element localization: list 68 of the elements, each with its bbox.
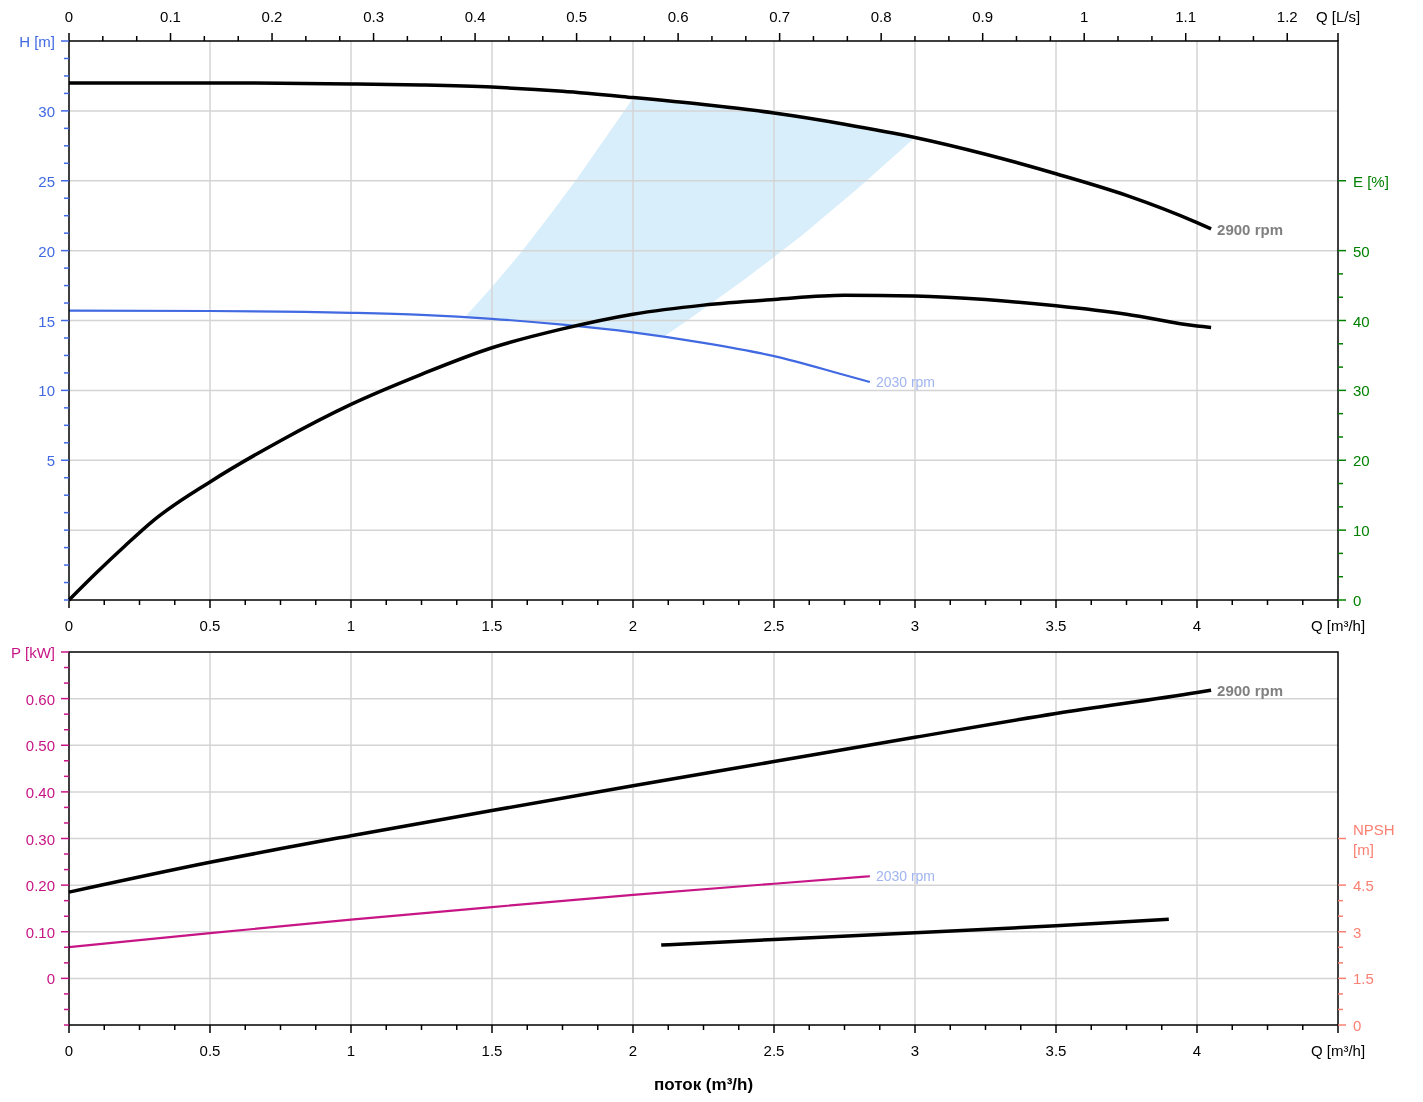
y-tick-label: 0.20 <box>25 876 55 894</box>
x-tick-label: 2.5 <box>763 616 785 634</box>
y-tick-label: 0.40 <box>25 783 55 801</box>
x2-tick-label: 0.2 <box>261 7 283 25</box>
y2-tick-label: 0 <box>1353 1016 1362 1034</box>
y-tick-label: 10 <box>38 381 55 399</box>
y-tick-label: 0.50 <box>25 736 55 754</box>
x-tick-label: 0.5 <box>199 1041 221 1059</box>
x-tick-label: 1.5 <box>481 1041 503 1059</box>
y2-tick-label: 3 <box>1353 923 1362 941</box>
line-series <box>67 309 871 384</box>
y-axis-title: H [m] <box>19 32 55 50</box>
y-axis-title: P [kW] <box>11 643 55 661</box>
y2-tick-label: 20 <box>1353 451 1370 469</box>
line-series <box>659 917 1171 947</box>
y2-axis-title: E [%] <box>1353 172 1389 190</box>
x2-tick-label: 0 <box>64 7 74 25</box>
y2-tick-label: 1.5 <box>1353 969 1374 987</box>
series-label: 2030 rpm <box>875 868 936 885</box>
x-tick-label: 0.5 <box>199 616 221 634</box>
x2-axis-title: Q [L/s] <box>1315 7 1361 25</box>
x-tick-label: 0 <box>64 616 74 634</box>
series-label: 2900 rpm <box>1217 220 1283 238</box>
x-tick-label: 3 <box>910 616 920 634</box>
y-tick-label: 5 <box>46 451 55 469</box>
x2-tick-label: 1.1 <box>1175 7 1197 25</box>
x2-tick-label: 0.7 <box>769 7 791 25</box>
y2-tick-label: 30 <box>1353 381 1370 399</box>
x-tick-label: 3 <box>910 1041 920 1059</box>
x-tick-label: 4 <box>1192 1041 1202 1059</box>
y-tick-label: 0.60 <box>25 690 55 708</box>
y2-tick-label: 50 <box>1353 242 1370 260</box>
x-tick-label: 1 <box>346 1041 356 1059</box>
series-label: 2030 rpm <box>875 373 936 390</box>
text: поток (m³/h) <box>653 1074 754 1094</box>
x-tick-label: 1.5 <box>481 616 503 634</box>
y2-tick-label: 10 <box>1353 521 1370 539</box>
x-tick-label: 2 <box>628 1041 638 1059</box>
y-tick-label: 0.10 <box>25 923 55 941</box>
x2-tick-label: 0.4 <box>464 7 486 25</box>
y-tick-label: 0 <box>46 969 55 987</box>
x-tick-label: 2.5 <box>763 1041 785 1059</box>
x-axis-title: Q [m³/h] <box>1310 1041 1366 1059</box>
y-tick-label: 15 <box>38 312 55 329</box>
x2-tick-label: 1.2 <box>1276 7 1298 25</box>
y2-tick-label: 4.5 <box>1353 876 1374 894</box>
x2-tick-label: 0.6 <box>667 7 689 25</box>
x2-tick-label: 0.1 <box>160 7 181 25</box>
y-tick-label: 30 <box>38 102 55 120</box>
y2-tick-label: 40 <box>1353 312 1370 329</box>
y2-axis-title: NPSH [m] <box>1353 820 1395 857</box>
x-tick-label: 3.5 <box>1045 1041 1067 1059</box>
x2-tick-label: 0.5 <box>566 7 588 25</box>
y-tick-label: 0.30 <box>25 830 55 847</box>
y-tick-label: 20 <box>38 242 55 260</box>
x2-tick-label: 0.8 <box>870 7 892 25</box>
x2-tick-label: 0.9 <box>972 7 994 25</box>
y-tick-label: 25 <box>38 172 55 190</box>
x-tick-label: 3.5 <box>1045 616 1067 634</box>
x-tick-label: 4 <box>1192 616 1202 634</box>
x-tick-label: 0 <box>64 1041 74 1059</box>
series-label: 2900 rpm <box>1217 681 1283 699</box>
x-tick-label: 1 <box>346 616 356 634</box>
y2-tick-label: 0 <box>1353 591 1362 609</box>
x2-tick-label: 0.3 <box>363 7 384 25</box>
x-axis-title: Q [m³/h] <box>1310 616 1366 634</box>
x-tick-label: 2 <box>628 616 638 634</box>
x2-tick-label: 1 <box>1080 7 1089 25</box>
